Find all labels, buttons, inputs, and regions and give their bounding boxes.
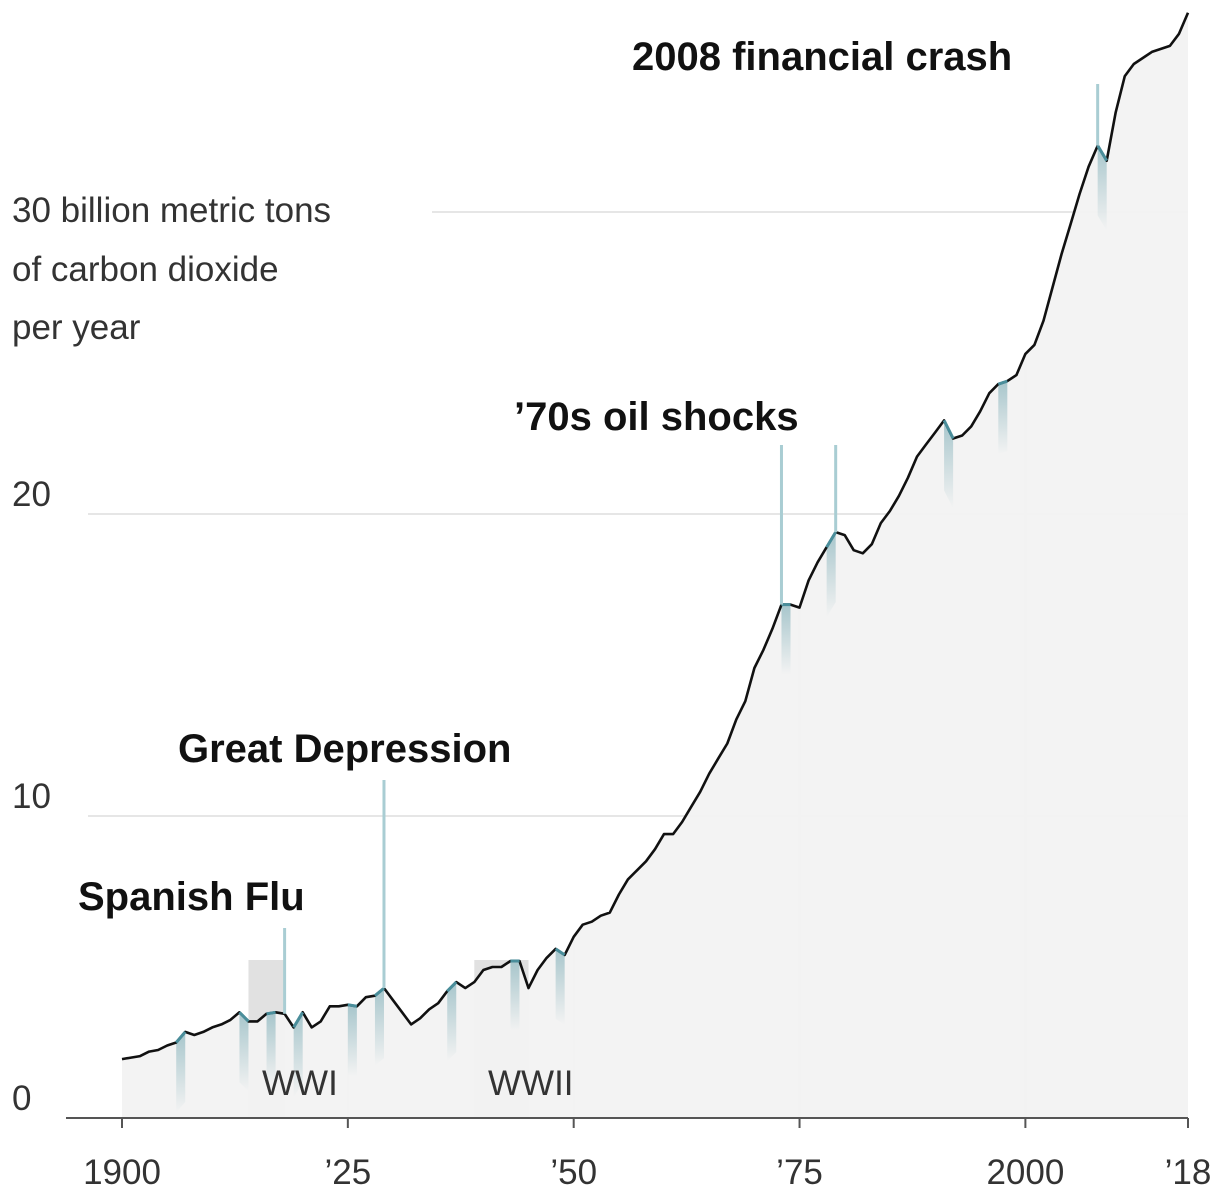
dip-shade-1907 xyxy=(176,1031,186,1113)
dip-shade-1914 xyxy=(239,1012,249,1092)
dip-segment-1929 xyxy=(373,986,385,997)
war-label-wwii: WWII xyxy=(488,1064,574,1103)
y-axis-title-line-3: per year xyxy=(12,308,141,347)
x-tick-label-1900: 1900 xyxy=(83,1153,161,1192)
x-tick-label-1950: ’50 xyxy=(550,1153,597,1192)
dip-shade-1917 xyxy=(266,1012,276,1084)
dip-segment-1992 xyxy=(942,419,955,440)
x-tick-label-2018: ’18 xyxy=(1165,1153,1212,1192)
x-tick-label-1975: ’75 xyxy=(776,1153,823,1192)
annotation-great-depression: Great Depression xyxy=(178,727,511,771)
chart-text: 30 billion metric tons of carbon dioxide… xyxy=(12,35,1012,1103)
x-tick-label-2000: 2000 xyxy=(986,1153,1064,1192)
dip-segment-1979 xyxy=(825,531,837,548)
dip-segment-1907 xyxy=(175,1030,187,1044)
dip-segment-1998 xyxy=(997,379,1008,386)
dip-segment-1949 xyxy=(554,947,566,957)
dip-segment-1920 xyxy=(292,1011,304,1029)
y-tick-label-20: 20 xyxy=(12,475,51,514)
annotation-oil-shocks: ’70s oil shocks xyxy=(514,395,799,439)
annotation-leaders xyxy=(283,84,1100,1014)
dip-segment-2009 xyxy=(1096,144,1108,162)
dip-shade-1998 xyxy=(998,381,1008,455)
y-tick-label-0: 0 xyxy=(12,1079,31,1118)
dip-shade-1949 xyxy=(555,948,565,1025)
y-axis-title-line-2: of carbon dioxide xyxy=(12,250,279,289)
dip-shade-2009 xyxy=(1097,145,1107,231)
emissions-line-group xyxy=(121,12,1190,1061)
dip-shade-1926 xyxy=(347,1004,357,1077)
emissions-area-fill xyxy=(122,12,1188,1119)
dip-shade-1929 xyxy=(374,988,384,1066)
dip-shade-1992 xyxy=(944,420,954,509)
annotation-financial-crash: 2008 financial crash xyxy=(632,35,1012,79)
axes: 1900 ’25 ’50 ’75 2000 ’18 0 10 20 xyxy=(12,475,1211,1192)
dip-shade-1944 xyxy=(510,960,520,1031)
dip-segment-1937 xyxy=(446,981,458,993)
war-label-wwi: WWI xyxy=(262,1064,338,1103)
dip-shade-1974 xyxy=(781,604,791,675)
emission-dips xyxy=(176,145,1107,1113)
dip-shade-1979 xyxy=(826,532,836,618)
annotation-spanish-flu: Spanish Flu xyxy=(78,875,305,919)
dip-segment-1914 xyxy=(238,1011,250,1023)
y-tick-label-10: 10 xyxy=(12,777,51,816)
y-axis-title-line-1: 30 billion metric tons xyxy=(12,191,331,230)
emissions-area xyxy=(122,12,1188,1119)
dip-segment-1917 xyxy=(266,1010,276,1016)
x-tick-label-1925: ’25 xyxy=(324,1153,371,1192)
dip-segment-1926 xyxy=(347,1003,358,1008)
dip-shade-1937 xyxy=(447,982,457,1062)
dip-shade-1920 xyxy=(293,1012,303,1098)
